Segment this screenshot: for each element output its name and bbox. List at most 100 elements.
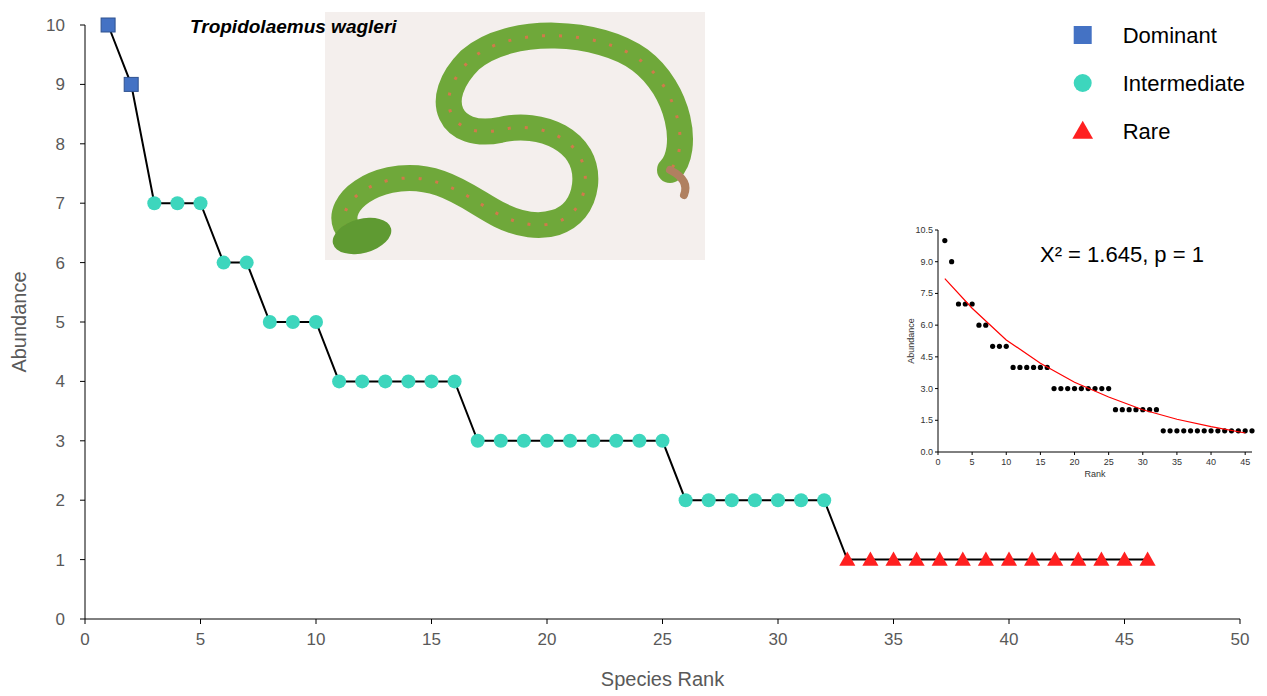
data-point: [425, 374, 439, 388]
inset-y-tick-label: 7.5: [920, 288, 933, 298]
inset-x-axis: [938, 452, 1252, 453]
data-point: [794, 493, 808, 507]
data-point: [862, 552, 878, 566]
inset-x-tick: [1211, 452, 1212, 455]
data-point: [101, 18, 115, 32]
inset-y-tick-label: 10.5: [915, 225, 933, 235]
inset-point: [1058, 386, 1063, 391]
y-tick-label: 0: [56, 610, 65, 629]
inset-ground: [903, 218, 1262, 480]
x-tick-label: 0: [80, 630, 89, 649]
data-point: [401, 374, 415, 388]
inset-y-tick: [935, 452, 938, 453]
data-point: [932, 552, 948, 566]
data-point: [194, 196, 208, 210]
inset-point: [1167, 428, 1172, 433]
y-tick-label: 5: [56, 313, 65, 332]
data-point: [817, 493, 831, 507]
inset-x-tick-label: 20: [1070, 457, 1080, 467]
data-point: [885, 552, 901, 566]
legend-label: Intermediate: [1123, 71, 1245, 96]
inset-point: [1106, 386, 1111, 391]
data-point: [286, 315, 300, 329]
inset-point: [1208, 428, 1213, 433]
inset-point: [942, 238, 947, 243]
data-point: [909, 552, 925, 566]
x-tick: [1009, 619, 1010, 624]
inset-y-tick: [935, 420, 938, 421]
x-tick: [893, 619, 894, 624]
x-tick: [431, 619, 432, 624]
data-point: [448, 374, 462, 388]
photo-ground: [325, 12, 705, 260]
chart: 05101520253035404550012345678910Species …: [0, 0, 1267, 696]
inset-point: [1038, 365, 1043, 370]
data-point: [679, 493, 693, 507]
data-point: [771, 493, 785, 507]
y-tick: [80, 381, 85, 382]
inset-y-tick: [935, 325, 938, 326]
inset-point: [1051, 386, 1056, 391]
inset-x-tick: [1040, 452, 1041, 455]
inset-point: [1249, 428, 1254, 433]
x-tick: [1124, 619, 1125, 624]
inset-x-tick-label: 10: [1001, 457, 1011, 467]
y-tick: [80, 500, 85, 501]
x-tick: [316, 619, 317, 624]
snake-body: [344, 36, 680, 238]
y-tick-label: 7: [56, 194, 65, 213]
legend-marker: [1074, 74, 1092, 92]
y-tick-label: 8: [56, 135, 65, 154]
inset-point: [1072, 386, 1077, 391]
x-tick: [778, 619, 779, 624]
inset-point: [1174, 428, 1179, 433]
snake-bands: [344, 36, 680, 238]
legend-label: Dominant: [1123, 23, 1217, 48]
inset-x-tick-label: 0: [935, 457, 940, 467]
y-tick: [80, 262, 85, 263]
annotation: X² = 1.645, p = 1: [1040, 242, 1204, 267]
x-tick-label: 20: [538, 630, 557, 649]
inset-point: [1017, 365, 1022, 370]
y-tick-label: 3: [56, 432, 65, 451]
inset-y-axis-title: Abundance: [906, 318, 916, 364]
inset-point: [1215, 428, 1220, 433]
snake-tail: [670, 170, 685, 195]
x-tick-label: 35: [884, 630, 903, 649]
inset-x-tick: [1142, 452, 1143, 455]
inset-y-tick: [935, 293, 938, 294]
data-point: [147, 196, 161, 210]
y-tick: [80, 619, 85, 620]
inset-x-tick: [1074, 452, 1075, 455]
inset-point: [1154, 407, 1159, 412]
data-point: [378, 374, 392, 388]
y-tick: [80, 322, 85, 323]
x-tick-label: 15: [422, 630, 441, 649]
inset-point: [1127, 407, 1132, 412]
legend-label: Rare: [1123, 119, 1171, 144]
legend: Dominant Intermediate Rare: [1072, 23, 1245, 144]
inset-point: [976, 323, 981, 328]
x-tick-label: 10: [307, 630, 326, 649]
x-tick-label: 25: [653, 630, 672, 649]
inset-y-tick-label: 0.0: [920, 447, 933, 457]
data-point: [702, 493, 716, 507]
inset-x-tick: [972, 452, 973, 455]
x-tick-label: 30: [769, 630, 788, 649]
data-point: [955, 552, 971, 566]
data-point: [748, 493, 762, 507]
inset-point: [990, 344, 995, 349]
inset-y-axis: [938, 230, 939, 452]
data-point: [632, 434, 646, 448]
inset-y-tick: [935, 356, 938, 357]
inset-chart: 0510152025303540450.01.53.04.56.07.59.01…: [903, 218, 1262, 480]
inset-point: [997, 344, 1002, 349]
inset-x-tick-label: 45: [1240, 457, 1250, 467]
data-point: [1140, 552, 1156, 566]
snake-photo: [325, 12, 705, 260]
inset-point: [1113, 407, 1118, 412]
x-tick: [85, 619, 86, 624]
x-tick-label: 45: [1115, 630, 1134, 649]
data-point: [978, 552, 994, 566]
y-tick-label: 6: [56, 254, 65, 273]
